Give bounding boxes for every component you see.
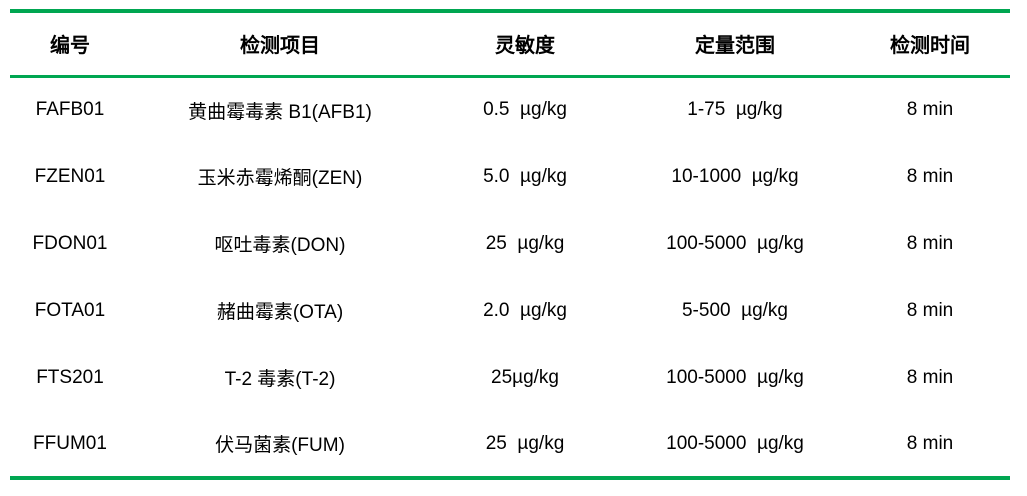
cell-sensitivity: 25µg/kg (491, 366, 559, 388)
table-row: FAFB01 黄曲霉毒素 B1(AFB1) 0.5 µg/kg 1-75 µg/… (10, 76, 1010, 143)
cell-sensitivity: 0.5 µg/kg (483, 99, 567, 121)
cell-item: 伏马菌素(FUM) (215, 435, 345, 456)
cell-code: FDON01 (32, 232, 108, 254)
cell-item: 呕吐毒素(DON) (214, 235, 346, 256)
header-row: 编号 检测项目 灵敏度 定量范围 检测时间 (10, 11, 1010, 78)
cell-time: 8 min (906, 299, 954, 321)
spec-table-container: 编号 检测项目 灵敏度 定量范围 检测时间 FAFB01 黄曲霉毒素 B1(AF… (10, 9, 1010, 480)
cell-code: FZEN01 (34, 165, 106, 187)
cell-code: FOTA01 (34, 299, 106, 321)
column-header-range: 定量范围 (620, 11, 850, 78)
cell-time: 8 min (906, 366, 954, 388)
cell-time: 8 min (906, 99, 954, 121)
cell-item: 玉米赤霉烯酮(ZEN) (197, 168, 363, 189)
cell-range: 10-1000 µg/kg (671, 165, 799, 187)
cell-time: 8 min (906, 165, 954, 187)
column-header-code: 编号 (10, 11, 130, 78)
table-row: FOTA01 赭曲霉素(OTA) 2.0 µg/kg 5-500 µg/kg 8… (10, 277, 1010, 344)
cell-range: 100-5000 µg/kg (666, 232, 804, 254)
table-row: FDON01 呕吐毒素(DON) 25 µg/kg 100-5000 µg/kg… (10, 210, 1010, 277)
cell-range: 100-5000 µg/kg (666, 366, 804, 388)
cell-sensitivity: 5.0 µg/kg (483, 165, 567, 187)
table-row: FZEN01 玉米赤霉烯酮(ZEN) 5.0 µg/kg 10-1000 µg/… (10, 143, 1010, 210)
cell-range: 5-500 µg/kg (681, 299, 788, 321)
cell-code: FFUM01 (33, 432, 107, 454)
table-row: FFUM01 伏马菌素(FUM) 25 µg/kg 100-5000 µg/kg… (10, 411, 1010, 478)
column-header-sensitivity: 灵敏度 (430, 11, 620, 78)
column-header-item: 检测项目 (130, 11, 430, 78)
cell-sensitivity: 25 µg/kg (485, 432, 565, 454)
cell-sensitivity: 2.0 µg/kg (483, 299, 567, 321)
cell-time: 8 min (906, 232, 954, 254)
cell-item: 赭曲霉素(OTA) (216, 302, 344, 323)
cell-code: FTS201 (36, 366, 104, 388)
cell-sensitivity: 25 µg/kg (485, 232, 565, 254)
cell-time: 8 min (906, 432, 954, 454)
cell-item: T-2 毒素(T-2) (224, 369, 336, 390)
cell-code: FAFB01 (35, 99, 105, 121)
detection-spec-table: 编号 检测项目 灵敏度 定量范围 检测时间 FAFB01 黄曲霉毒素 B1(AF… (10, 9, 1010, 480)
cell-range: 1-75 µg/kg (687, 99, 783, 121)
cell-item: 黄曲霉毒素 B1(AFB1) (188, 101, 372, 123)
cell-range: 100-5000 µg/kg (666, 432, 804, 454)
table-row: FTS201 T-2 毒素(T-2) 25µg/kg 100-5000 µg/k… (10, 344, 1010, 411)
column-header-time: 检测时间 (850, 11, 1010, 78)
